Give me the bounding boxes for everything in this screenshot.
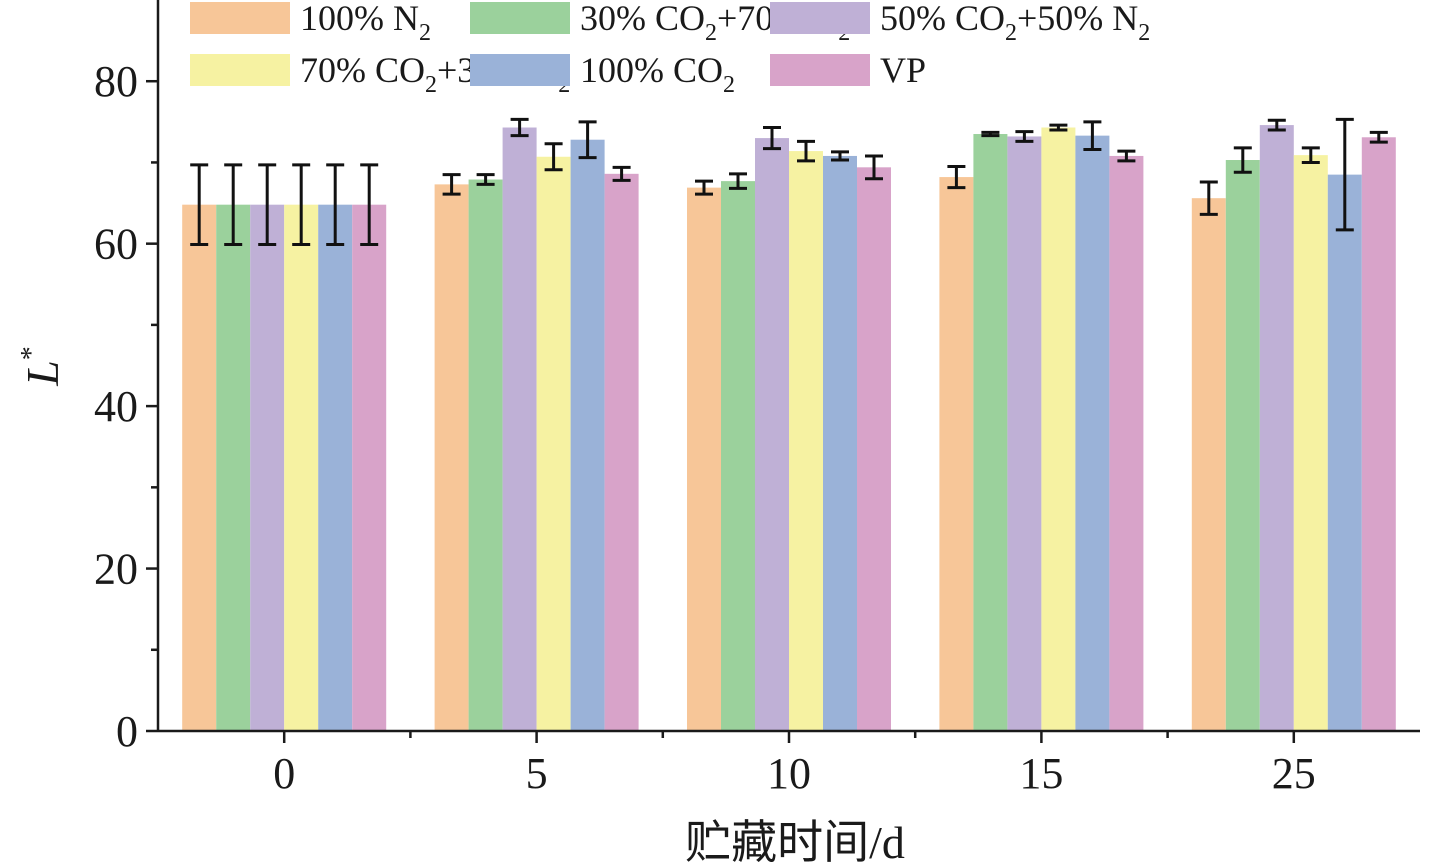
legend-swatch <box>190 54 290 86</box>
bar <box>1075 135 1110 731</box>
y-ticks: 0 20 40 60 80 <box>94 57 158 756</box>
legend-item: VP <box>770 50 926 90</box>
legend-swatch <box>470 2 570 34</box>
y-tick-label: 20 <box>94 545 138 594</box>
bar <box>502 127 537 731</box>
error-bars <box>190 117 1388 246</box>
bar <box>1041 127 1076 731</box>
x-ticks: 0 5 10 15 25 <box>273 731 1316 798</box>
bar <box>973 134 1008 731</box>
legend-item: 50% CO2+50% N2 <box>770 0 1150 46</box>
bar <box>284 204 319 731</box>
y-axis-title-main: L <box>17 360 68 387</box>
legend-label: 100% N2 <box>300 0 431 46</box>
x-axis-title: 贮藏时间/d <box>685 817 905 868</box>
x-tick-label: 10 <box>767 749 811 798</box>
legend-swatch <box>190 2 290 34</box>
bar <box>570 139 605 732</box>
x-tick-label: 25 <box>1272 749 1316 798</box>
bars <box>182 125 1396 732</box>
bar <box>216 204 251 731</box>
legend-swatch <box>770 54 870 86</box>
y-tick-label: 0 <box>116 707 138 756</box>
bar <box>604 173 639 731</box>
bar <box>823 155 857 732</box>
bar <box>1327 174 1362 731</box>
bar <box>1361 137 1396 731</box>
bar <box>939 177 974 731</box>
legend-swatch <box>770 2 870 34</box>
bar <box>182 204 217 731</box>
bar <box>1191 198 1226 731</box>
legend-swatch <box>470 54 570 86</box>
bar <box>687 187 721 731</box>
bar <box>1007 136 1042 731</box>
bar <box>789 151 823 731</box>
bar <box>857 167 891 732</box>
legend-label: VP <box>880 50 926 90</box>
x-tick-label: 15 <box>1019 749 1063 798</box>
bar <box>1259 125 1294 732</box>
y-axis-title-sup: * <box>16 346 47 360</box>
bar <box>250 204 285 731</box>
y-tick-label: 40 <box>94 382 138 431</box>
legend-label: 50% CO2+50% N2 <box>880 0 1150 46</box>
bar <box>1293 155 1328 731</box>
y-tick-label: 80 <box>94 57 138 106</box>
bar <box>721 181 755 731</box>
bar <box>468 179 503 732</box>
legend-item: 100% CO2 <box>470 50 735 98</box>
bar <box>352 204 387 731</box>
bar <box>755 138 789 732</box>
bar <box>1109 155 1144 732</box>
bar <box>434 184 469 731</box>
legend-item: 100% N2 <box>190 0 431 46</box>
bar <box>318 204 353 731</box>
x-tick-label: 5 <box>526 749 548 798</box>
y-tick-label: 60 <box>94 220 138 269</box>
y-axis-title: L* <box>16 346 68 387</box>
legend-label: 100% CO2 <box>580 50 735 98</box>
bar <box>1225 160 1260 731</box>
x-tick-label: 0 <box>273 749 295 798</box>
bar <box>536 156 571 731</box>
